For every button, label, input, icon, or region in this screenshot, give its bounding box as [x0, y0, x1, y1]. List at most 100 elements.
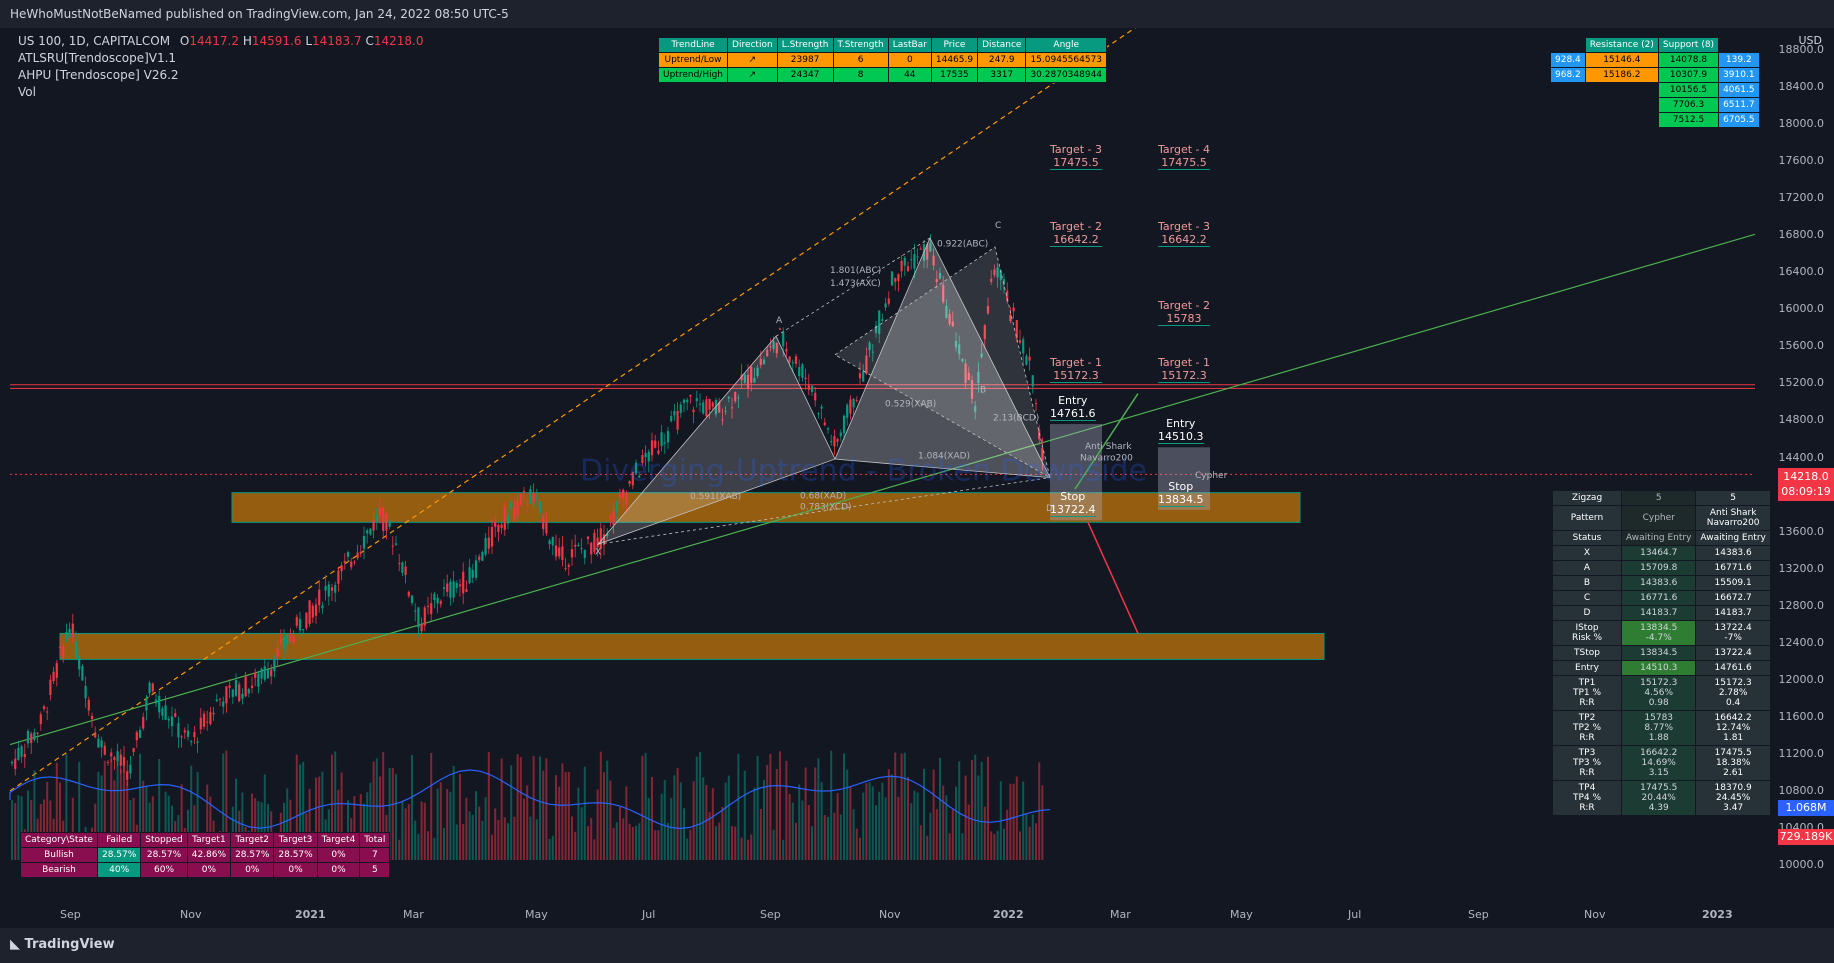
- x-tick: 2021: [295, 908, 326, 921]
- volume-bar: [631, 826, 634, 860]
- volume-bar: [583, 766, 586, 860]
- table-cell: 928.4: [1550, 52, 1586, 68]
- x-tick: Nov: [180, 908, 202, 921]
- candle-body: [503, 506, 506, 530]
- zigzag-row: D 14183.7 14183.7: [1552, 605, 1771, 621]
- candle-body: [753, 378, 756, 383]
- table-cell: [1584, 112, 1659, 128]
- candle-body: [183, 730, 186, 733]
- candle-body: [903, 257, 906, 266]
- indicator-1[interactable]: ATLSRU[Trendoscope]V1.1: [18, 51, 177, 65]
- candle-body: [782, 331, 785, 347]
- candle-body: [698, 403, 702, 405]
- candle-body: [983, 325, 986, 339]
- volume-bar: [446, 789, 449, 860]
- volume-bar: [263, 774, 266, 860]
- candle-body: [452, 581, 455, 598]
- volume-bar: [513, 816, 516, 860]
- candle-body: [538, 501, 542, 513]
- table-cell: Target3: [273, 832, 318, 848]
- volume-bar: [903, 752, 906, 860]
- volume-bar: [715, 826, 717, 860]
- y-tick: 12000.0: [1778, 672, 1825, 686]
- price-plot[interactable]: Diverging-Uptrend - Broken DownsideXABCD…: [0, 28, 1834, 928]
- table-cell: 16642.2 14.69% 3.15: [1620, 745, 1697, 781]
- candle-body: [474, 560, 478, 578]
- candle-body: [990, 278, 993, 282]
- candle-body: [759, 358, 762, 366]
- candle-body: [638, 475, 641, 478]
- volume-bar: [139, 753, 141, 860]
- candle-body: [778, 328, 782, 330]
- candle-body: [810, 385, 814, 392]
- indicator-2[interactable]: AHPU [Trendoscope] V26.2: [18, 68, 179, 82]
- candle-body: [798, 366, 801, 377]
- low-value: 14183.7: [312, 34, 362, 48]
- volume-bar: [299, 764, 301, 860]
- trendline-table: TrendLine Direction L.Strength T.Strength La…: [657, 37, 1108, 83]
- volume-bar: [55, 762, 58, 860]
- candle-body: [833, 436, 836, 447]
- table-cell: 13464.7: [1620, 545, 1697, 561]
- volume-bar: [302, 761, 305, 860]
- candle-body: [206, 721, 209, 723]
- volume-bar: [1025, 813, 1028, 860]
- volume-bar: [657, 830, 660, 860]
- volume-bar: [753, 787, 756, 860]
- table-cell: Target2: [230, 832, 275, 848]
- candle-body: [471, 569, 474, 578]
- table-cell: 15172.3 2.78% 0.4: [1695, 675, 1771, 711]
- table-cell: 8: [832, 67, 889, 83]
- volume-bar: [705, 785, 708, 860]
- candle-body: [154, 699, 158, 704]
- currency-label[interactable]: USD: [1798, 34, 1822, 47]
- table-cell: 0%: [316, 847, 361, 863]
- volume-bar: [423, 802, 426, 860]
- candle-body: [974, 406, 977, 412]
- volume-bar: [379, 776, 381, 860]
- candle-body: [590, 542, 593, 555]
- volume-bar: [532, 755, 535, 860]
- candle-body: [513, 506, 516, 521]
- volume-bar: [539, 756, 541, 860]
- candle-body: [737, 397, 740, 399]
- volume-bar: [945, 795, 948, 860]
- indicator-3[interactable]: Vol: [18, 85, 36, 99]
- volume-bar: [913, 790, 916, 860]
- support-resistance-table: Resistance (2) Support (8) 928.4 15146.4 140…: [1550, 37, 1760, 128]
- y-tick: 10000.0: [1778, 858, 1825, 871]
- last-price-tag: 14218.0 08:09:19: [1778, 468, 1834, 501]
- volume-bar: [606, 760, 609, 860]
- table-cell: 0%: [186, 862, 232, 878]
- x-tick: Nov: [1584, 908, 1606, 921]
- candle-body: [970, 380, 974, 399]
- y-tick: 12800.0: [1778, 598, 1825, 612]
- table-cell: 24347: [776, 67, 834, 83]
- x-tick: May: [525, 908, 548, 921]
- table-cell: Awaiting Entry: [1620, 530, 1697, 546]
- zigzag-pattern-table: Zigzag 5 5 Pattern Cypher Anti Shark Navarro20…: [1552, 490, 1771, 816]
- stats-row: Bearish 40% 60% 0% 0% 0% 0% 5: [20, 862, 391, 878]
- volume-bar: [964, 775, 967, 860]
- table-cell: 16771.6: [1695, 560, 1771, 576]
- candle-body: [830, 440, 833, 443]
- volume-bar: [468, 811, 471, 860]
- table-cell: 14465.9: [930, 52, 979, 68]
- stats-header-row: Category\State Failed Stopped Target1 Target…: [20, 832, 391, 848]
- y-tick: 16400.0: [1778, 265, 1825, 279]
- volume-bar: [206, 784, 209, 860]
- volume-bar: [743, 770, 746, 860]
- volume-bar: [801, 800, 804, 860]
- volume-bar: [308, 789, 311, 860]
- tradingview-logo[interactable]: ◣ TradingView: [10, 937, 115, 952]
- volume-bar: [449, 791, 452, 860]
- candle-body: [414, 610, 417, 612]
- volume-bar: [807, 805, 810, 860]
- candle-body: [401, 562, 404, 573]
- volume-bar: [395, 774, 397, 860]
- x-tick: Jul: [1348, 908, 1362, 921]
- candle-body: [711, 402, 714, 407]
- candle-body: [129, 764, 132, 774]
- candle-body: [132, 748, 135, 753]
- chart-area[interactable]: Diverging-Uptrend - Broken Downside X A B C D…: [0, 28, 1834, 928]
